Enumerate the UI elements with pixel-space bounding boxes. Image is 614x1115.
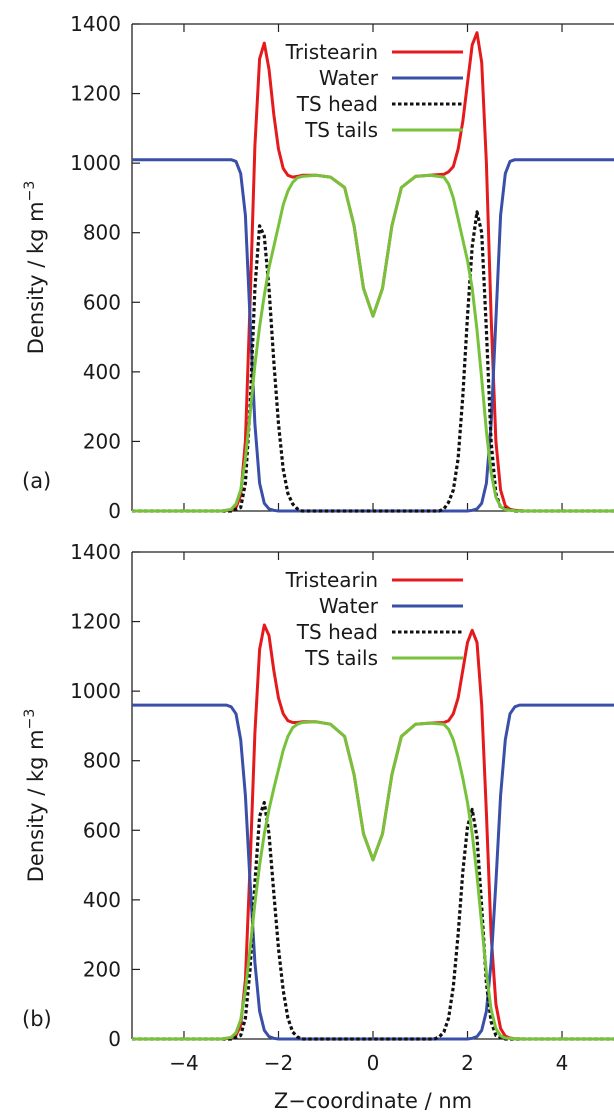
panel-a-chart: (a) 0 200 400 600 800 1000 1200 1400 Density / k… xyxy=(22,12,614,523)
legend-label: TS head xyxy=(296,620,378,644)
legend-label: Tristearin xyxy=(285,40,378,64)
y-tick-label: 800 xyxy=(83,221,121,245)
y-tick-label: 400 xyxy=(83,888,121,912)
x-tick-label: −2 xyxy=(264,1051,293,1075)
y-axis-title: Density / kg m−3 xyxy=(22,709,48,883)
y-tick-label: 0 xyxy=(108,499,121,523)
panel-b-chart: (b) 0 200 400 600 800 1000 1200 1400 −4 −2 0 2 4 Dens… xyxy=(22,540,614,1075)
legend-label: Water xyxy=(319,594,379,618)
y-tick-label: 1000 xyxy=(70,151,121,175)
series-line-ts-tails xyxy=(132,173,614,513)
x-tick-label: 2 xyxy=(461,1051,474,1075)
panel-label: (b) xyxy=(22,1007,52,1031)
y-tick-label: 800 xyxy=(83,749,121,773)
y-tick-label: 200 xyxy=(83,957,121,981)
legend-label: Water xyxy=(319,66,379,90)
series-line-water xyxy=(132,158,614,513)
y-axis-title: Density / kg m−3 xyxy=(22,181,48,355)
y-tick-label: 1400 xyxy=(70,540,121,564)
legend-label: Tristearin xyxy=(285,568,378,592)
series-line-ts-head xyxy=(132,210,614,513)
y-tick-label: 0 xyxy=(108,1027,121,1051)
y-tick-label: 600 xyxy=(83,290,121,314)
series-line-tristearin xyxy=(132,623,614,1041)
y-tick-label: 1200 xyxy=(70,82,121,106)
x-tick-label: −4 xyxy=(169,1051,198,1075)
panel-label: (a) xyxy=(22,469,51,493)
y-tick-label: 600 xyxy=(83,818,121,842)
y-tick-label: 1200 xyxy=(70,610,121,634)
legend-label: TS head xyxy=(296,92,378,116)
y-tick-label: 1000 xyxy=(70,679,121,703)
legend-label: TS tails xyxy=(304,646,378,670)
series-line-ts-tails xyxy=(132,720,614,1041)
x-tick-label: 4 xyxy=(556,1051,569,1075)
y-tick-label: 200 xyxy=(83,429,121,453)
x-axis-title: Z−coordinate / nm xyxy=(274,1089,472,1113)
y-tick-label: 400 xyxy=(83,360,121,384)
series-line-water xyxy=(132,703,614,1041)
x-tick-label: 0 xyxy=(367,1051,380,1075)
series-line-ts-head xyxy=(132,800,614,1041)
y-tick-label: 1400 xyxy=(70,12,121,36)
legend-label: TS tails xyxy=(304,118,378,142)
